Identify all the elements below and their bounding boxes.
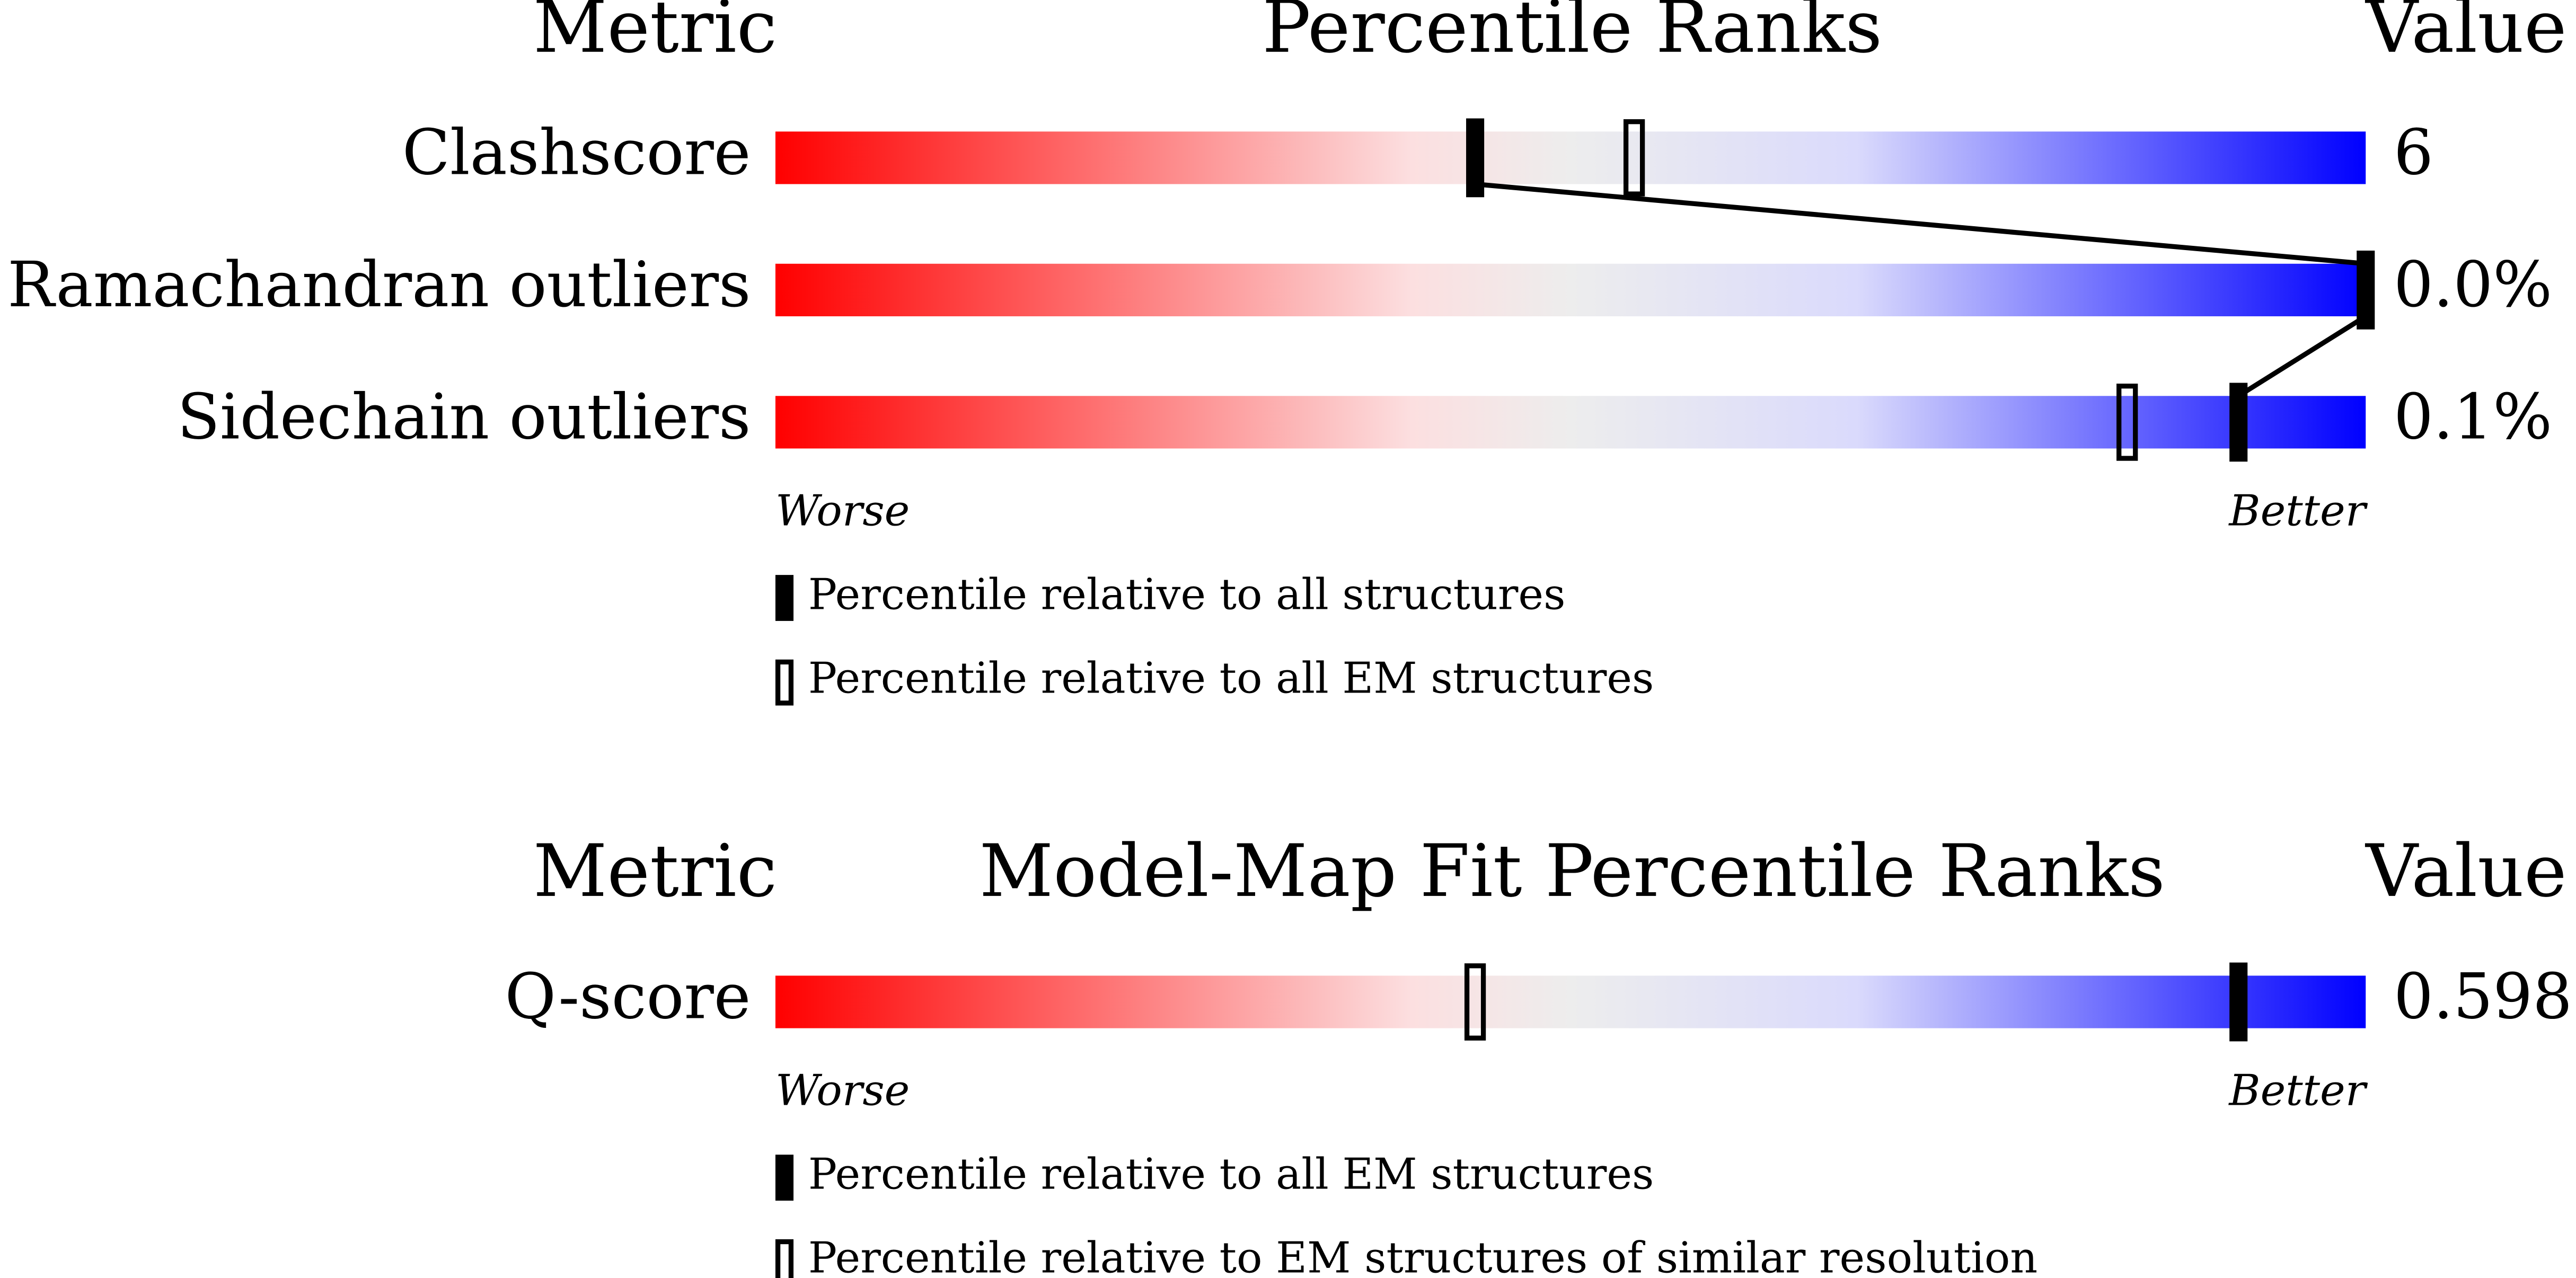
worse-label: Worse bbox=[775, 486, 910, 536]
header-title: Model-Map Fit Percentile Ranks bbox=[980, 829, 2165, 913]
header-value: Value bbox=[2365, 0, 2566, 69]
better-label: Better bbox=[2228, 486, 2368, 536]
marker-open bbox=[1623, 119, 1645, 197]
slider-bar bbox=[775, 975, 2366, 1028]
metric-value: 0.0% bbox=[2394, 248, 2552, 321]
worse-label: Worse bbox=[775, 1066, 910, 1116]
legend-label: Percentile relative to EM structures of … bbox=[808, 1233, 2037, 1278]
legend-filled bbox=[775, 575, 794, 621]
legend-open bbox=[775, 1239, 794, 1278]
legend-label: Percentile relative to all EM structures bbox=[808, 654, 1654, 704]
legend-label: Percentile relative to all structures bbox=[808, 570, 1566, 620]
metric-label: Ramachandran outliers bbox=[7, 248, 751, 321]
header-metric: Metric bbox=[533, 829, 777, 913]
metric-value: 0.1% bbox=[2394, 380, 2552, 453]
connector bbox=[2237, 314, 2367, 398]
connector bbox=[1475, 181, 2366, 267]
metric-label: Clashscore bbox=[402, 116, 751, 189]
marker-open bbox=[1464, 963, 1486, 1041]
slider-bar bbox=[775, 131, 2366, 184]
metric-value: 6 bbox=[2394, 116, 2433, 189]
slider-bar bbox=[775, 396, 2366, 449]
legend-filled bbox=[775, 1155, 794, 1201]
slider-bar bbox=[775, 263, 2366, 316]
header-value: Value bbox=[2365, 829, 2566, 913]
legend-label: Percentile relative to all EM structures bbox=[808, 1150, 1654, 1200]
metric-label: Q-score bbox=[505, 961, 751, 1033]
header-metric: Metric bbox=[533, 0, 777, 69]
marker-open bbox=[2116, 384, 2138, 461]
metric-label: Sidechain outliers bbox=[177, 380, 751, 453]
metric-value: 0.598 bbox=[2394, 961, 2572, 1033]
legend-open bbox=[775, 659, 794, 706]
header-title: Percentile Ranks bbox=[1262, 0, 1882, 69]
marker-filled bbox=[2229, 962, 2248, 1042]
better-label: Better bbox=[2228, 1066, 2368, 1116]
